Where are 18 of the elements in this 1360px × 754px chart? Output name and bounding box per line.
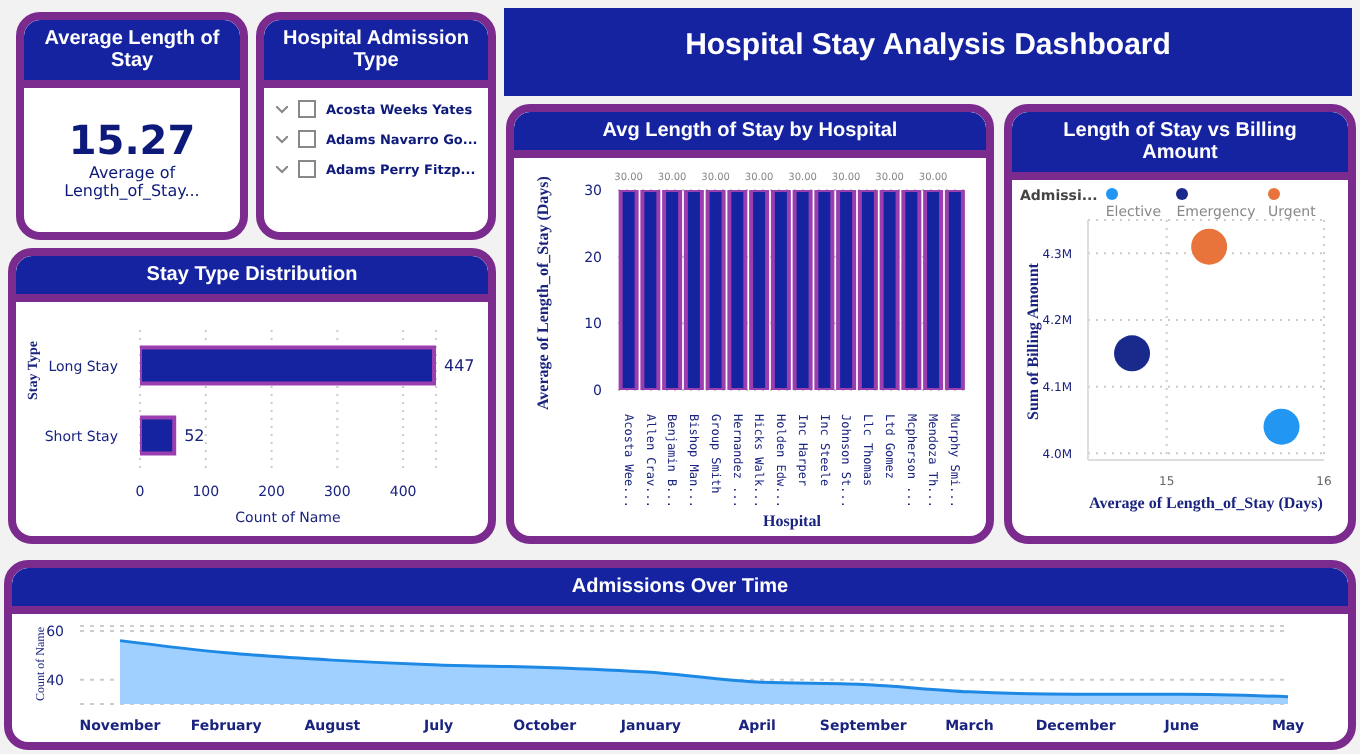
chart-title: Avg Length of Stay by Hospital [514, 112, 986, 158]
chart-title: Admissions Over Time [12, 568, 1348, 614]
chart-title: Length of Stay vs Billing Amount [1012, 112, 1348, 180]
chart-title: Stay Type Distribution [16, 256, 488, 302]
data-label: 447 [444, 357, 475, 376]
y-axis-title: Sum of Billing Amount [1023, 262, 1042, 420]
x-axis-title: Average of Length_of_Stay (Days) [1089, 494, 1324, 512]
text: Average Length of Stay [24, 20, 240, 88]
point [1191, 228, 1228, 265]
x-axis-title: Hospital [763, 512, 823, 530]
text: Hospital Stay Analysis Dashboard [504, 8, 1352, 82]
data-label: 15.27 [66, 116, 198, 164]
point [1263, 408, 1300, 445]
point [1114, 335, 1151, 372]
y-axis-title: Average of Length_of_Stay (Days) [533, 175, 552, 410]
data-label: 52 [184, 427, 205, 446]
text: Hospital Admission Type [264, 20, 488, 88]
category-label: Average of Length_of_Stay... [62, 164, 202, 200]
